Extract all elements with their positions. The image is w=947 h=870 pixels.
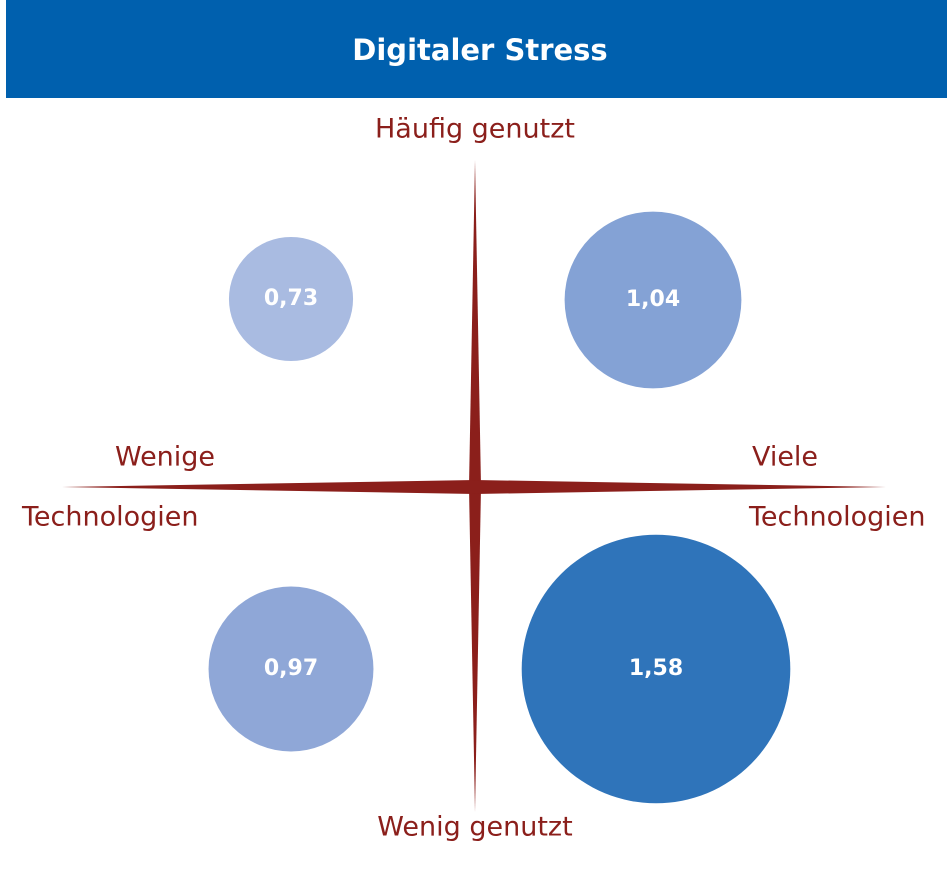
value-label: 1,04 <box>626 287 680 312</box>
right-label: Viele <box>752 442 818 473</box>
left-label: Wenige <box>115 442 215 473</box>
chart-title: Digitaler Stress <box>352 33 607 67</box>
bubble <box>228 236 354 362</box>
top-label: Häufig genutzt <box>375 114 575 145</box>
value-label: 1,58 <box>629 656 683 681</box>
bubble <box>208 586 374 752</box>
left-label: Technologien <box>21 502 199 533</box>
value-label: 0,97 <box>264 656 318 681</box>
horizontal-axis <box>62 480 886 494</box>
value-label: 0,73 <box>264 286 318 311</box>
bubble <box>521 534 791 804</box>
bottom-label: Wenig genutzt <box>377 812 572 843</box>
right-label: Technologien <box>748 502 926 533</box>
header-band <box>6 0 947 98</box>
bubble <box>564 211 742 389</box>
